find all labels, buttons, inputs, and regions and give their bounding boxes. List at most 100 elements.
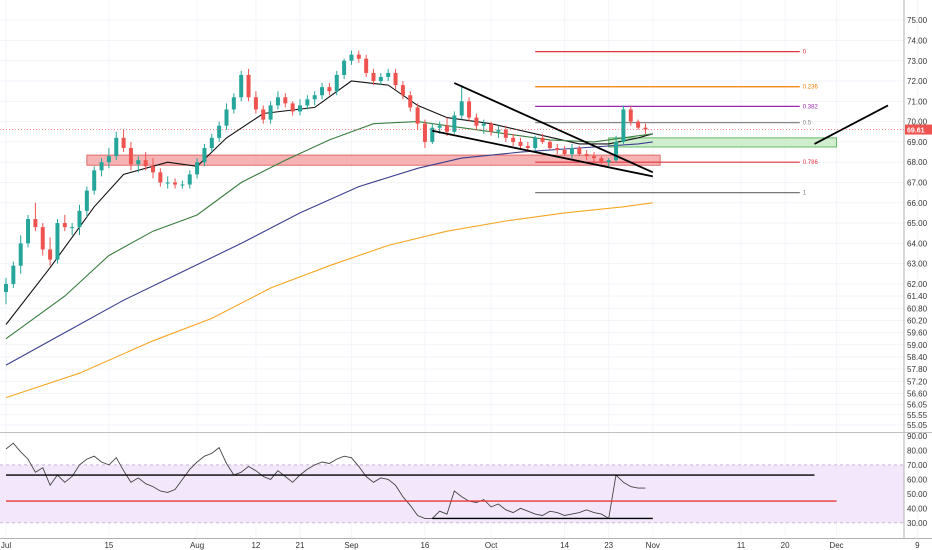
candle-body (364, 58, 369, 73)
time-tick-label: Nov (646, 541, 660, 550)
candle (503, 125, 508, 142)
candle (569, 143, 574, 159)
candle-body (275, 97, 280, 106)
price-axis-ticks: 75.00 74.00 73.00 72.00 71.00 70.00 69.00 68.00… (907, 16, 928, 430)
candle-body (26, 219, 31, 244)
rsi-tick-label: 70.00 (907, 461, 928, 470)
candle-body (261, 109, 266, 120)
candle-body (599, 158, 604, 163)
candle (99, 158, 104, 177)
candle (371, 68, 376, 86)
candle-body (408, 95, 413, 108)
price-tick-label: 66.00 (907, 199, 928, 208)
candle (547, 139, 552, 151)
candle-body (136, 160, 141, 165)
candle-body (533, 137, 538, 148)
candle-body (128, 148, 133, 165)
price-tick-label: 59.60 (907, 329, 928, 338)
candle (143, 152, 148, 171)
candle (422, 119, 427, 148)
rsi-band (0, 464, 904, 523)
candle-body (349, 54, 354, 61)
candle (239, 70, 244, 102)
price-tick-label: 60.80 (907, 304, 928, 313)
candle-body (106, 156, 111, 163)
candle-body (445, 125, 449, 132)
candle (400, 81, 405, 100)
rsi-tick-label: 30.00 (907, 519, 928, 528)
candle (628, 105, 633, 126)
candle-body (202, 148, 207, 163)
time-tick-label: Aug (190, 541, 204, 550)
candle-body (592, 156, 596, 159)
candle-body (195, 162, 200, 175)
time-tick-label: 20 (781, 541, 790, 550)
candle-body (606, 160, 611, 163)
candle (378, 72, 383, 86)
candle-body (99, 162, 104, 171)
price-tick-label: 70.00 (907, 118, 928, 127)
candle-body (298, 105, 302, 112)
price-tick-label: 56.05 (907, 401, 928, 410)
candle (643, 123, 648, 134)
candle (489, 121, 494, 136)
candle-body (187, 174, 192, 185)
price-tick-label: 56.60 (907, 390, 928, 399)
moving-average-line (5, 80, 653, 325)
candle (173, 178, 178, 189)
candle-body (224, 109, 229, 126)
rsi-tick-label: 60.00 (907, 475, 928, 484)
rsi-tick-label: 50.00 (907, 490, 928, 499)
candle-body (371, 72, 376, 82)
time-tick-label: Oct (485, 541, 498, 550)
time-tick-label: 15 (104, 541, 113, 550)
candle (334, 70, 339, 96)
time-tick-label: 16 (420, 541, 429, 550)
trendlines (432, 82, 889, 178)
candle (268, 101, 273, 124)
candle-body (422, 123, 427, 142)
candle (136, 156, 141, 173)
fib-level-label: 0.382 (803, 104, 819, 110)
time-tick-label: 11 (737, 541, 746, 550)
candle (253, 91, 258, 114)
candle-body (342, 60, 347, 75)
candle (496, 125, 501, 138)
candle-body (562, 150, 567, 155)
rsi-tick-label: 80.00 (907, 446, 928, 455)
trendline (814, 104, 889, 145)
time-tick-label: 12 (251, 541, 260, 550)
price-tick-label: 65.00 (907, 219, 928, 228)
candle (40, 223, 45, 256)
candle-body (467, 101, 472, 118)
price-tick-label: 57.20 (907, 377, 928, 386)
candle (26, 214, 31, 248)
candle-body (400, 85, 405, 96)
candle-body (569, 148, 574, 155)
rsi-tick-label: 40.00 (907, 504, 928, 513)
candle (305, 95, 310, 110)
time-tick-label: 23 (604, 541, 613, 550)
candle (187, 170, 192, 189)
candle-body (114, 137, 119, 157)
price-tick-label: 55.55 (907, 411, 928, 420)
price-tick-label: 75.00 (907, 16, 928, 25)
candle-body (636, 121, 641, 128)
candle (562, 145, 567, 157)
candle (467, 97, 472, 122)
candle-body (4, 283, 8, 293)
candle (312, 91, 317, 106)
candle-body (121, 137, 126, 148)
candle (592, 152, 596, 163)
price-tick-label: 71.00 (907, 97, 928, 106)
candle (430, 123, 435, 144)
candle-body (643, 127, 648, 130)
candle-body (474, 117, 479, 126)
candle-body (84, 190, 89, 211)
price-tick-label: 63.00 (907, 260, 928, 269)
candle (114, 131, 119, 161)
time-tick-label: Dec (829, 541, 843, 550)
fib-level-label: 0.236 (803, 85, 819, 91)
candle (151, 158, 155, 179)
